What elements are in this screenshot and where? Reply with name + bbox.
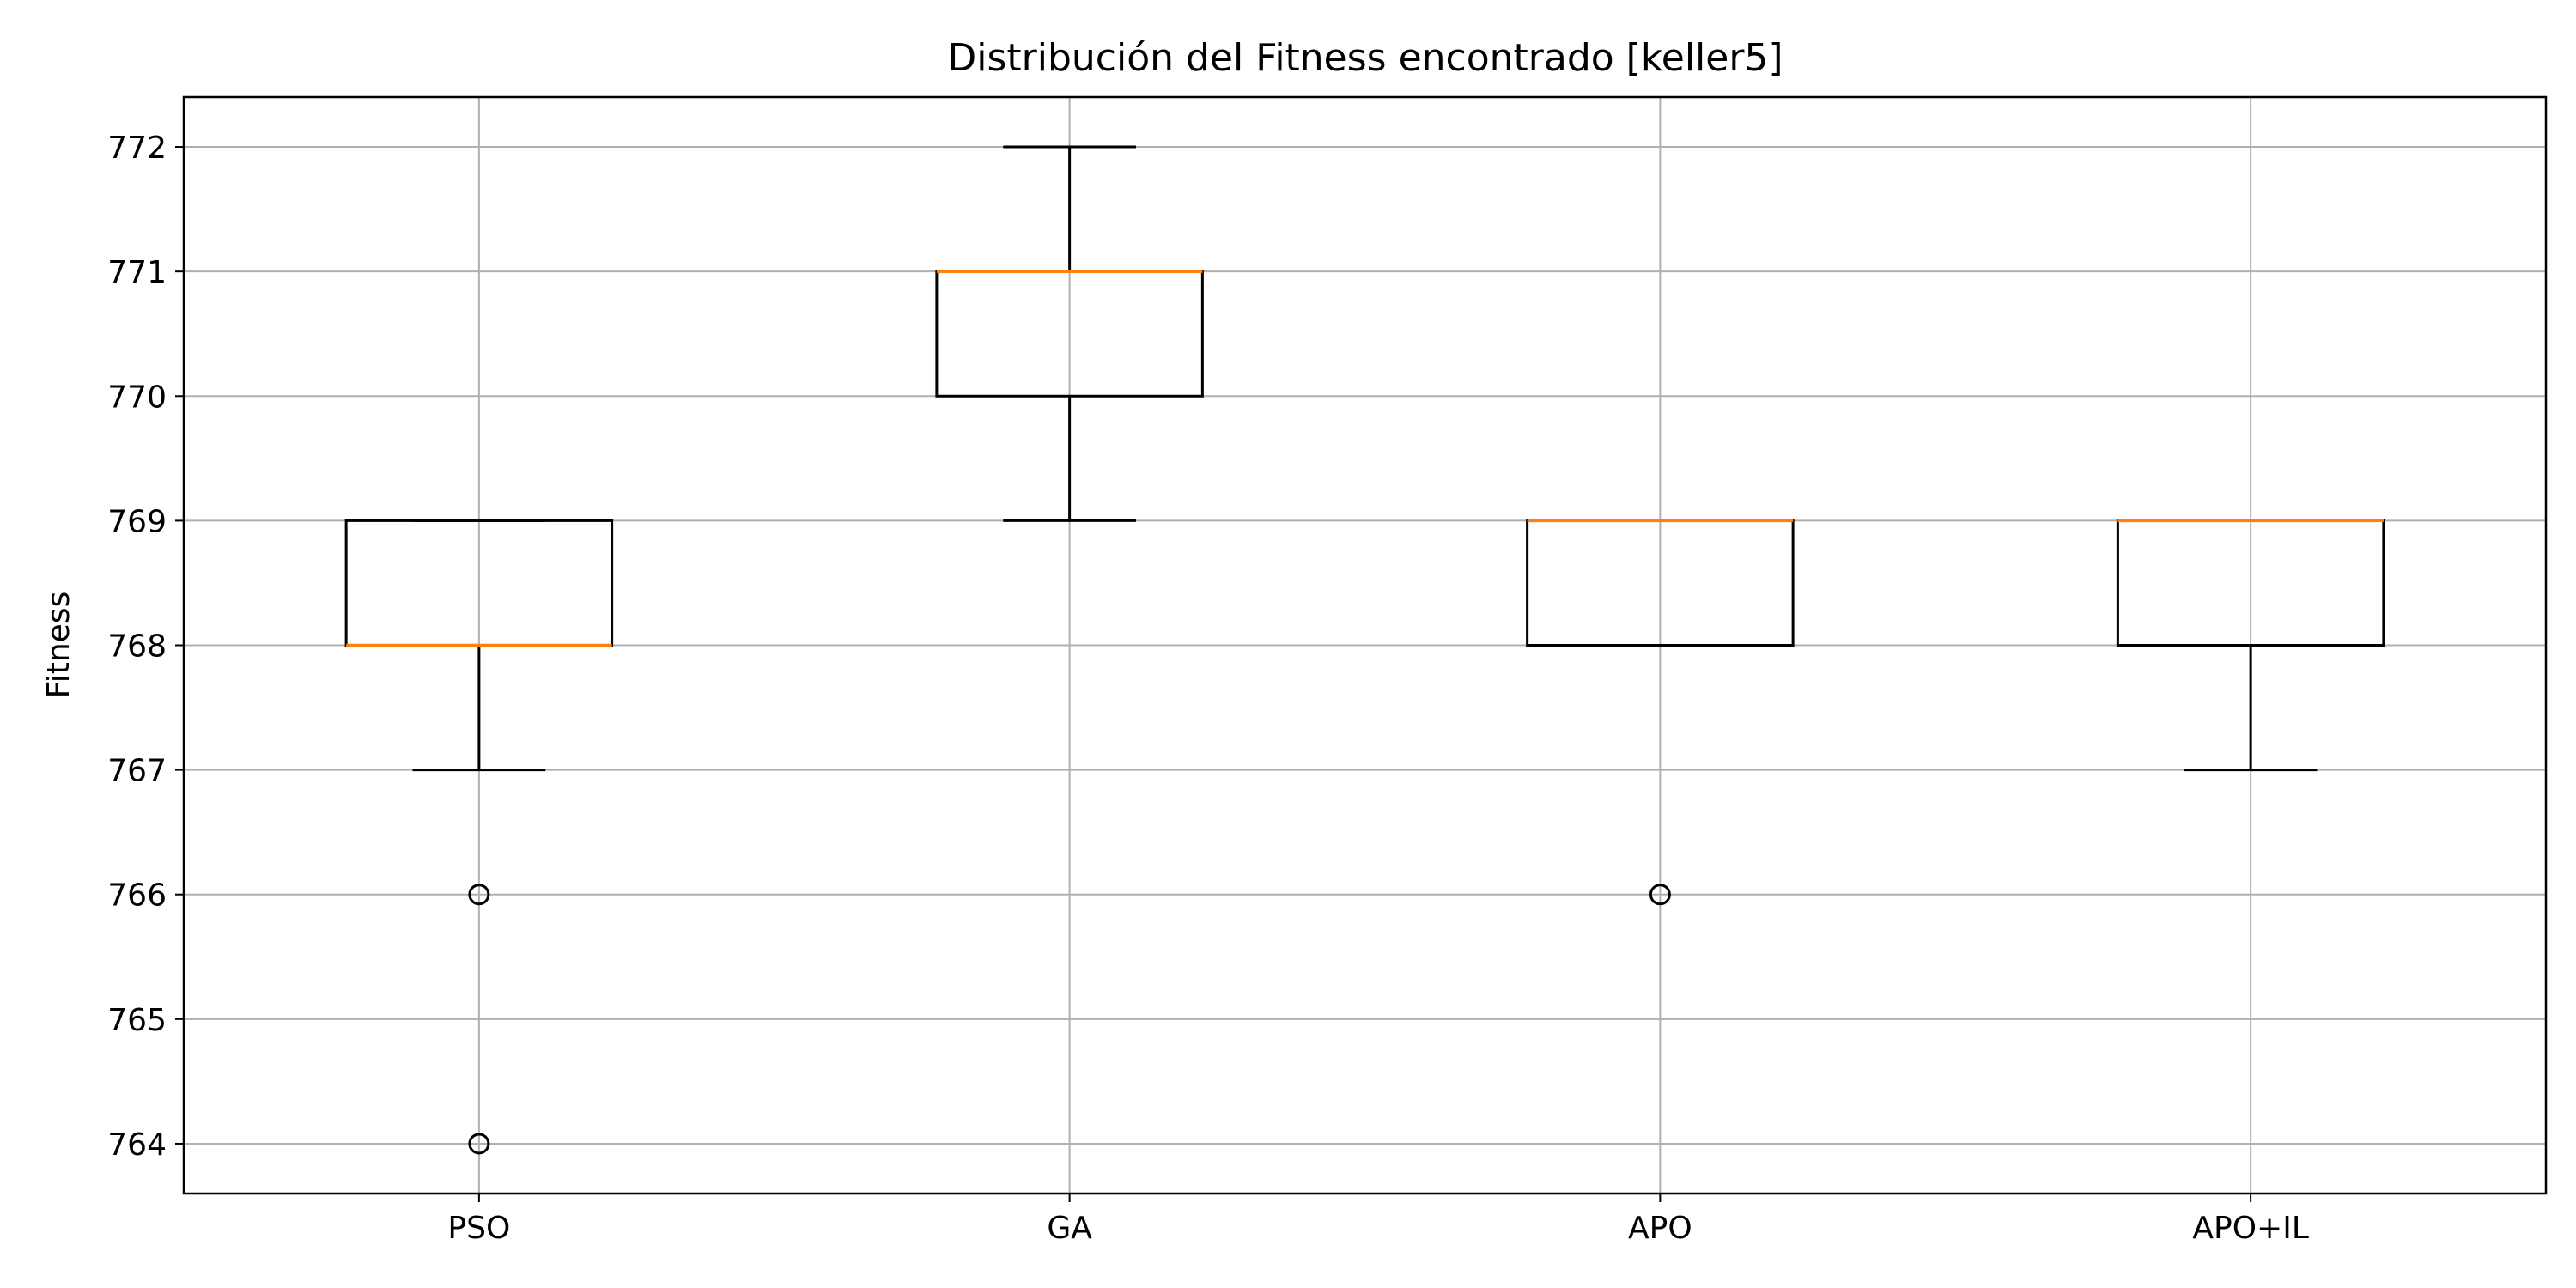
y-axis-label: Fitness xyxy=(41,592,76,699)
plot-frame xyxy=(182,95,2548,1195)
y-tick-label: 769 xyxy=(107,504,167,539)
box-group-pso xyxy=(344,519,614,1155)
x-tick-label: APO xyxy=(1628,1211,1692,1246)
x-tick-label: APO+IL xyxy=(2192,1211,2309,1246)
y-tick-label: 764 xyxy=(107,1127,167,1163)
outlier-point xyxy=(468,1133,490,1155)
x-tick-label: PSO xyxy=(447,1211,510,1246)
boxes-layer xyxy=(344,145,2385,1155)
box-group-apo-il xyxy=(2116,519,2385,772)
outlier-point xyxy=(468,884,490,906)
x-axis: PSO GA APO APO+IL xyxy=(447,1194,2309,1246)
y-tick-label: 765 xyxy=(107,1003,167,1038)
y-tick-label: 770 xyxy=(107,380,167,415)
box-group-ga xyxy=(935,145,1204,522)
chart-title: Distribución del Fitness encontrado [kel… xyxy=(947,36,1783,80)
box-group-apo xyxy=(1526,519,1795,906)
y-tick-label: 771 xyxy=(107,255,167,290)
y-tick-label: 768 xyxy=(107,629,167,665)
y-tick-label: 766 xyxy=(107,878,167,914)
outlier-point xyxy=(1649,884,1671,906)
y-tick-label: 767 xyxy=(107,754,167,789)
y-axis: 764 765 766 767 768 769 770 771 772 xyxy=(107,131,184,1163)
y-tick-label: 772 xyxy=(107,131,167,166)
x-tick-label: GA xyxy=(1047,1211,1092,1246)
